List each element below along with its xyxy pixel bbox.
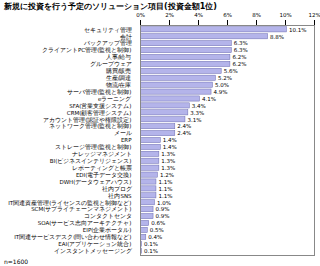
svg-text:6.3%: 6.3% — [234, 47, 248, 53]
svg-text:ネットワーク管理(監視と制御): ネットワーク管理(監視と制御) — [49, 123, 131, 129]
svg-text:1.3%: 1.3% — [161, 165, 175, 171]
svg-text:ストレージ管理(監視と制御): ストレージ管理(監視と制御) — [55, 144, 131, 150]
svg-text:0.9%: 0.9% — [156, 206, 170, 212]
svg-text:クライアントPC管理(監視と制御): クライアントPC管理(監視と制御) — [42, 47, 131, 53]
svg-text:1.2%: 1.2% — [160, 172, 174, 178]
svg-text:インスタントメッセージング: インスタントメッセージング — [54, 248, 133, 254]
svg-text:5.0%: 5.0% — [215, 82, 229, 88]
html-text:新規に投資を行う予定のソリューション項目(投資金額1位): 新規に投資を行う予定のソリューション項目(投資金額1位) — [4, 2, 217, 11]
svg-text:8%: 8% — [252, 13, 261, 18]
svg-text:8.8%: 8.8% — [270, 34, 284, 40]
svg-text:4%: 4% — [194, 13, 203, 18]
svg-text:6.3%: 6.3% — [234, 40, 248, 46]
svg-text:DWH(データウェアハウス): DWH(データウェアハウス) — [59, 179, 131, 185]
svg-text:1.3%: 1.3% — [161, 158, 175, 164]
svg-text:IT関連サービスデスク(問い合わせ情報など): IT関連サービスデスク(問い合わせ情報など) — [14, 234, 132, 241]
svg-text:EIP(企業ポータル): EIP(企業ポータル) — [83, 227, 132, 233]
svg-text:アカウント管理(認証や権限設定): アカウント管理(認証や権限設定) — [43, 116, 131, 123]
svg-text:レポーティングと帳票: レポーティングと帳票 — [72, 165, 132, 171]
svg-text:0.4%: 0.4% — [148, 234, 162, 240]
svg-text:セキュリティ管理: セキュリティ管理 — [84, 27, 132, 33]
svg-text:社内SNS: 社内SNS — [108, 193, 132, 199]
svg-text:0.1%: 0.1% — [144, 248, 158, 254]
svg-text:購買/販売: 購買/販売 — [106, 68, 132, 74]
svg-text:人事/給与: 人事/給与 — [106, 54, 132, 60]
svg-text:12%: 12% — [308, 13, 320, 18]
svg-text:SFA(営業支援システム): SFA(営業支援システム) — [69, 103, 131, 109]
svg-text:0%: 0% — [136, 13, 145, 18]
svg-text:5.2%: 5.2% — [218, 75, 232, 81]
svg-text:2.4%: 2.4% — [177, 130, 191, 136]
svg-text:ERP: ERP — [121, 137, 132, 143]
svg-text:物流/在庫: 物流/在庫 — [106, 81, 132, 88]
svg-text:10%: 10% — [279, 13, 291, 18]
svg-text:6.2%: 6.2% — [232, 54, 246, 60]
svg-text:CRM(顧客管理システム): CRM(顧客管理システム) — [67, 109, 132, 116]
html-text:n=1600: n=1600 — [4, 258, 29, 265]
svg-text:生産/調達: 生産/調達 — [106, 74, 132, 81]
svg-text:3.4%: 3.4% — [192, 103, 206, 109]
svg-text:社内ブログ: 社内ブログ — [102, 185, 133, 192]
svg-text:10.1%: 10.1% — [289, 27, 306, 33]
svg-text:4.9%: 4.9% — [214, 89, 228, 95]
svg-text:IT関連資産管理(ライセンスの監視と制御など): IT関連資産管理(ライセンスの監視と制御など) — [8, 199, 131, 207]
svg-text:SOA(サービス志向アーキテクチャ): SOA(サービス志向アーキテクチャ) — [38, 220, 132, 226]
svg-text:会計: 会計 — [120, 34, 132, 40]
svg-text:サーバ管理(監視と制御): サーバ管理(監視と制御) — [67, 89, 131, 95]
svg-text:SCM(サプライチェーンマネジメント): SCM(サプライチェーンマネジメント) — [31, 205, 131, 212]
svg-text:6%: 6% — [223, 13, 232, 18]
svg-text:1.0%: 1.0% — [157, 200, 171, 206]
svg-text:1.1%: 1.1% — [158, 179, 172, 185]
svg-text:0.5%: 0.5% — [150, 227, 164, 233]
svg-text:EAI(アプリケーション統合): EAI(アプリケーション統合) — [58, 240, 131, 247]
svg-text:3.3%: 3.3% — [190, 110, 204, 116]
svg-text:1.4%: 1.4% — [163, 144, 177, 150]
svg-text:ナレッジマネジメント: ナレッジマネジメント — [72, 151, 132, 157]
svg-text:1.3%: 1.3% — [161, 151, 175, 157]
svg-text:2%: 2% — [165, 13, 174, 18]
svg-text:1.1%: 1.1% — [158, 193, 172, 199]
svg-text:0.6%: 0.6% — [151, 220, 165, 226]
svg-text:0.9%: 0.9% — [156, 213, 170, 219]
svg-text:1.1%: 1.1% — [158, 186, 172, 192]
svg-text:グループウェア: グループウェア — [90, 60, 132, 67]
svg-text:EDI(電子データ交換): EDI(電子データ交換) — [76, 171, 132, 178]
svg-text:2.4%: 2.4% — [177, 123, 191, 129]
svg-text:4.1%: 4.1% — [202, 96, 216, 102]
svg-text:BI(ビジネスインテリジェンス): BI(ビジネスインテリジェンス) — [50, 158, 132, 164]
svg-text:1.4%: 1.4% — [163, 137, 177, 143]
svg-text:eラーニング: eラーニング — [98, 96, 132, 102]
svg-text:0.1%: 0.1% — [144, 241, 158, 247]
svg-text:5.6%: 5.6% — [224, 68, 238, 74]
svg-text:コンタクトセンタ: コンタクトセンタ — [84, 213, 132, 219]
svg-text:バックアップ管理: バックアップ管理 — [83, 39, 132, 46]
svg-text:6.2%: 6.2% — [232, 61, 246, 67]
svg-text:3.1%: 3.1% — [187, 117, 201, 123]
svg-text:メール: メール — [114, 130, 132, 136]
